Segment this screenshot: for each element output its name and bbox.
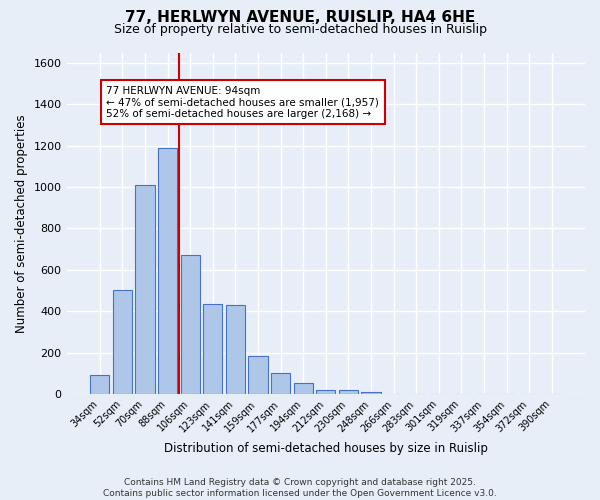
Text: 77 HERLWYN AVENUE: 94sqm
← 47% of semi-detached houses are smaller (1,957)
52% o: 77 HERLWYN AVENUE: 94sqm ← 47% of semi-d… [106,86,379,119]
Bar [316,390,335,394]
Bar [113,290,132,394]
Bar [158,148,177,394]
Bar [90,376,109,394]
Text: 77, HERLWYN AVENUE, RUISLIP, HA4 6HE: 77, HERLWYN AVENUE, RUISLIP, HA4 6HE [125,10,475,25]
Bar [271,373,290,394]
Bar [361,392,380,394]
Text: Size of property relative to semi-detached houses in Ruislip: Size of property relative to semi-detach… [113,22,487,36]
Bar [339,390,358,394]
Y-axis label: Number of semi-detached properties: Number of semi-detached properties [15,114,28,332]
Bar [136,185,155,394]
Bar [203,304,223,394]
Bar [181,256,200,394]
Bar [226,305,245,394]
Text: Contains HM Land Registry data © Crown copyright and database right 2025.
Contai: Contains HM Land Registry data © Crown c… [103,478,497,498]
X-axis label: Distribution of semi-detached houses by size in Ruislip: Distribution of semi-detached houses by … [164,442,488,455]
Bar [293,382,313,394]
Bar [248,356,268,394]
